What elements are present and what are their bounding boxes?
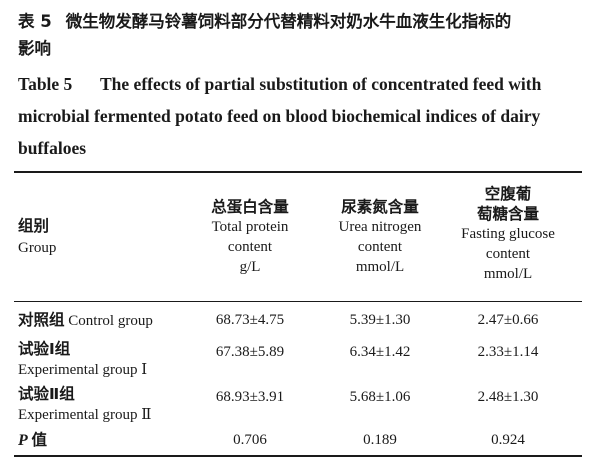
row-label-control-en: Control group (68, 313, 153, 329)
header-group: 组别 Group (18, 215, 56, 259)
table-header-rule (14, 301, 582, 302)
table-bottom-rule (14, 455, 582, 457)
row-label-experimental-1-zh: 试验Ⅰ组 (18, 340, 71, 358)
header-total-protein-zh: 总蛋白含量 (211, 198, 289, 216)
row-label-experimental-2-en: Experimental group Ⅱ (18, 407, 152, 423)
cell-exp2-fasting-glucose: 2.48±1.30 (477, 389, 539, 405)
table-caption-chinese: 表 5 微生物发酵马铃薯饲料部分代替精料对奶水牛血液生化指标的 影响 (18, 8, 582, 62)
cell-p-total-protein: 0.706 (233, 432, 267, 448)
header-fasting-glucose-zh1: 空腹葡 (484, 185, 532, 203)
header-fasting-glucose-unit: mmol/L (483, 266, 533, 282)
header-total-protein-en2: content (227, 239, 273, 255)
header-fasting-glucose-en1: Fasting glucose (461, 226, 555, 242)
row-label-p-value: P 值 (18, 430, 47, 451)
cell-control-fasting-glucose: 2.47±0.66 (477, 312, 539, 328)
cell-p-fasting-glucose: 0.924 (491, 432, 525, 448)
header-group-en: Group (18, 240, 57, 256)
header-urea-nitrogen-unit: mmol/L (355, 259, 405, 275)
row-label-control: 对照组 Control group (18, 310, 153, 331)
row-label-experimental-2-zh: 试验Ⅱ组 (18, 385, 75, 403)
row-label-experimental-1: 试验Ⅰ组 Experimental group Ⅰ (18, 339, 147, 380)
cell-exp1-fasting-glucose: 2.33±1.14 (477, 344, 539, 360)
header-fasting-glucose-en2: content (485, 246, 531, 262)
header-total-protein-en1: Total protein (211, 219, 289, 235)
header-total-protein-unit: g/L (239, 259, 261, 275)
p-value-zh: 值 (31, 431, 48, 449)
row-label-experimental-1-en: Experimental group Ⅰ (18, 362, 148, 378)
header-fasting-glucose-zh2: 萄糖含量 (476, 205, 539, 223)
cell-p-urea-nitrogen: 0.189 (363, 432, 397, 448)
row-label-experimental-2: 试验Ⅱ组 Experimental group Ⅱ (18, 384, 152, 425)
header-urea-nitrogen: 尿素氮含量 Urea nitrogen content mmol/L (318, 197, 442, 277)
caption-english-text: The effects of partial substitution of c… (18, 74, 542, 158)
cell-exp2-total-protein: 68.93±3.91 (215, 389, 285, 405)
cell-control-total-protein: 68.73±4.75 (215, 312, 285, 328)
header-fasting-glucose: 空腹葡 萄糖含量 Fasting glucose content mmol/L (446, 184, 570, 284)
header-group-zh: 组别 (18, 217, 50, 235)
header-total-protein: 总蛋白含量 Total protein content g/L (190, 197, 310, 277)
cell-control-urea-nitrogen: 5.39±1.30 (349, 312, 411, 328)
header-urea-nitrogen-en1: Urea nitrogen (338, 219, 422, 235)
cell-exp1-total-protein: 67.38±5.89 (215, 344, 285, 360)
table-caption-english: Table 5 The effects of partial substituti… (18, 68, 584, 164)
caption-chinese-line1: 微生物发酵马铃薯饲料部分代替精料对奶水牛血液生化指标的 (65, 12, 512, 31)
table-label-english: Table 5 (18, 74, 73, 94)
cell-exp1-urea-nitrogen: 6.34±1.42 (349, 344, 411, 360)
header-urea-nitrogen-zh: 尿素氮含量 (341, 198, 419, 216)
header-urea-nitrogen-en2: content (357, 239, 403, 255)
table-label-chinese: 表 5 (18, 12, 52, 31)
table-top-rule (14, 171, 582, 173)
caption-chinese-line2: 影响 (18, 39, 51, 58)
p-symbol: P (18, 432, 28, 449)
row-label-control-zh: 对照组 (18, 311, 65, 329)
cell-exp2-urea-nitrogen: 5.68±1.06 (349, 389, 411, 405)
